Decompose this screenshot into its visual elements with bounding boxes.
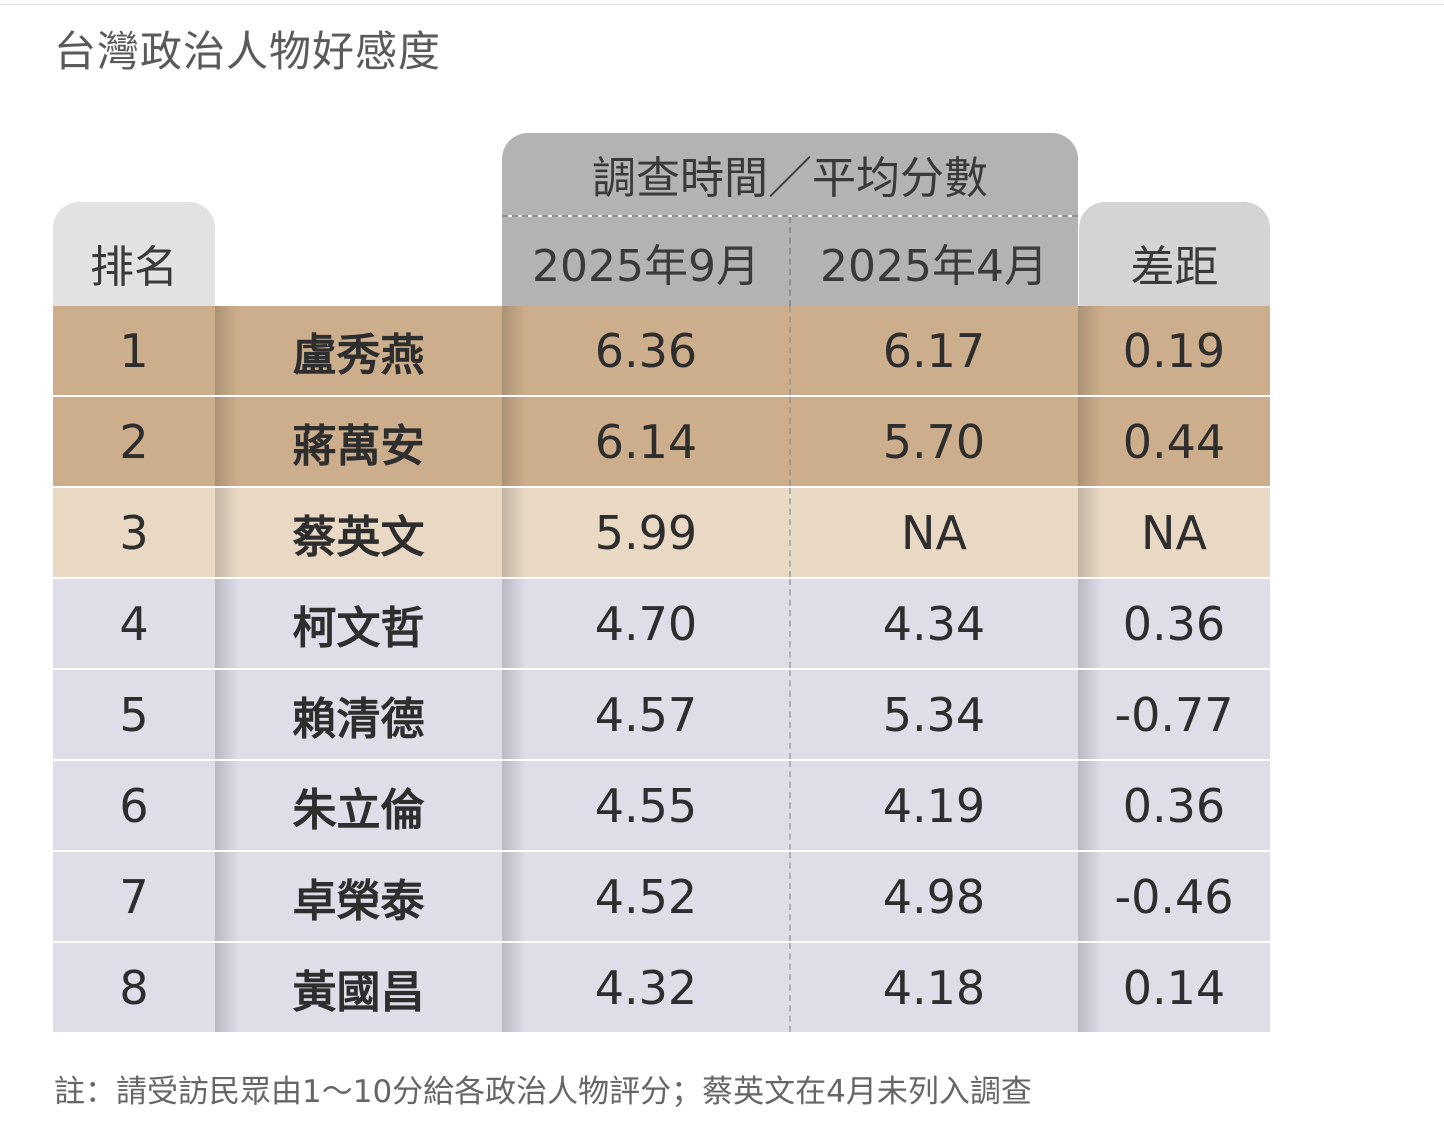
table-row: 6 朱立倫 4.55 4.19 0.36 (53, 761, 1270, 852)
table-row: 5 賴清德 4.57 5.34 -0.77 (53, 670, 1270, 761)
table-row: 1 盧秀燕 6.36 6.17 0.19 (53, 306, 1270, 397)
column-shadow (502, 852, 526, 941)
table-row: 3 蔡英文 5.99 NA NA (53, 488, 1270, 579)
header-diff-label: 差距 (1130, 242, 1219, 293)
diff-cell: 0.36 (1122, 596, 1226, 651)
rank-cell: 1 (119, 323, 149, 378)
rank-cell: 8 (119, 960, 149, 1015)
footnote: 註：請受訪民眾由1～10分給各政治人物評分；蔡英文在4月未列入調查 (54, 1074, 1032, 1110)
column-divider (789, 670, 791, 759)
rank-cell: 3 (119, 505, 149, 560)
table-row: 4 柯文哲 4.70 4.34 0.36 (53, 579, 1270, 670)
column-shadow (215, 306, 239, 395)
column-divider (789, 761, 791, 850)
column-shadow (1078, 670, 1102, 759)
apr-score-cell: 6.17 (882, 323, 986, 378)
diff-cell: 0.19 (1122, 323, 1226, 378)
column-shadow (1078, 852, 1102, 941)
column-shadow (1078, 306, 1102, 395)
column-shadow (1078, 579, 1102, 668)
column-divider (789, 488, 791, 577)
column-shadow (502, 306, 526, 395)
apr-score-cell: 4.19 (882, 778, 986, 833)
column-shadow (215, 852, 239, 941)
column-shadow (1078, 761, 1102, 850)
header-survey-group: 調查時間／平均分數 (502, 133, 1078, 215)
column-shadow (502, 488, 526, 577)
apr-score-cell: 5.70 (882, 414, 986, 469)
sep-score-cell: 4.57 (594, 687, 698, 742)
column-divider (789, 943, 791, 1032)
apr-score-cell: NA (901, 505, 967, 560)
column-shadow (215, 579, 239, 668)
diff-cell: 0.44 (1122, 414, 1226, 469)
name-cell: 黃國昌 (292, 966, 425, 1018)
rank-cell: 6 (119, 778, 149, 833)
column-shadow (502, 943, 526, 1032)
column-shadow (502, 670, 526, 759)
header-col-apr-label: 2025年4月 (820, 240, 1048, 292)
column-shadow (215, 488, 239, 577)
name-cell: 蔣萬安 (292, 420, 425, 472)
header-survey-group-label: 調查時間／平均分數 (592, 153, 988, 204)
sep-score-cell: 6.14 (594, 414, 698, 469)
column-shadow (215, 670, 239, 759)
header-dashed-divider (502, 215, 1078, 217)
name-cell: 朱立倫 (292, 784, 425, 836)
header-rank-label: 排名 (90, 242, 178, 293)
column-shadow (1078, 943, 1102, 1032)
sep-score-cell: 5.99 (594, 505, 698, 560)
column-divider (789, 852, 791, 941)
header-col-sep: 2025年9月 (502, 217, 790, 306)
column-shadow (502, 397, 526, 486)
header-rank: 排名 (53, 202, 215, 306)
column-divider (789, 306, 791, 395)
diff-cell: NA (1141, 505, 1207, 560)
column-shadow (215, 943, 239, 1032)
header-vertical-divider (789, 217, 791, 306)
name-cell: 卓榮泰 (292, 875, 425, 927)
rank-cell: 2 (119, 414, 149, 469)
diff-cell: -0.77 (1114, 687, 1234, 742)
name-cell: 柯文哲 (292, 602, 425, 654)
ranking-table: 1 盧秀燕 6.36 6.17 0.19 2 蔣萬安 6.14 5.70 0.44 3 蔡英文 5.99… (53, 306, 1270, 1034)
diff-cell: 0.36 (1122, 778, 1226, 833)
sep-score-cell: 4.52 (594, 869, 698, 924)
column-divider (789, 579, 791, 668)
name-cell: 蔡英文 (292, 511, 425, 563)
column-shadow (1078, 488, 1102, 577)
column-shadow (1078, 397, 1102, 486)
apr-score-cell: 4.34 (882, 596, 986, 651)
table-row: 7 卓榮泰 4.52 4.98 -0.46 (53, 852, 1270, 943)
column-shadow (502, 761, 526, 850)
top-divider (0, 4, 1444, 5)
column-shadow (215, 397, 239, 486)
chart-title: 台灣政治人物好感度 (54, 27, 442, 76)
sep-score-cell: 4.55 (594, 778, 698, 833)
sep-score-cell: 6.36 (594, 323, 698, 378)
column-shadow (502, 579, 526, 668)
diff-cell: 0.14 (1122, 960, 1226, 1015)
rank-cell: 4 (119, 596, 149, 651)
apr-score-cell: 4.98 (882, 869, 986, 924)
header-col-sep-label: 2025年9月 (532, 240, 760, 292)
table-row: 2 蔣萬安 6.14 5.70 0.44 (53, 397, 1270, 488)
column-divider (789, 397, 791, 486)
sep-score-cell: 4.70 (594, 596, 698, 651)
header-diff: 差距 (1079, 202, 1270, 306)
sep-score-cell: 4.32 (594, 960, 698, 1015)
diff-cell: -0.46 (1114, 869, 1234, 924)
name-cell: 賴清德 (292, 693, 425, 745)
rank-cell: 5 (119, 687, 149, 742)
table-row: 8 黃國昌 4.32 4.18 0.14 (53, 943, 1270, 1034)
header-col-apr: 2025年4月 (790, 217, 1078, 306)
name-cell: 盧秀燕 (292, 329, 425, 381)
rank-cell: 7 (119, 869, 149, 924)
apr-score-cell: 4.18 (882, 960, 986, 1015)
column-shadow (215, 761, 239, 850)
apr-score-cell: 5.34 (882, 687, 986, 742)
